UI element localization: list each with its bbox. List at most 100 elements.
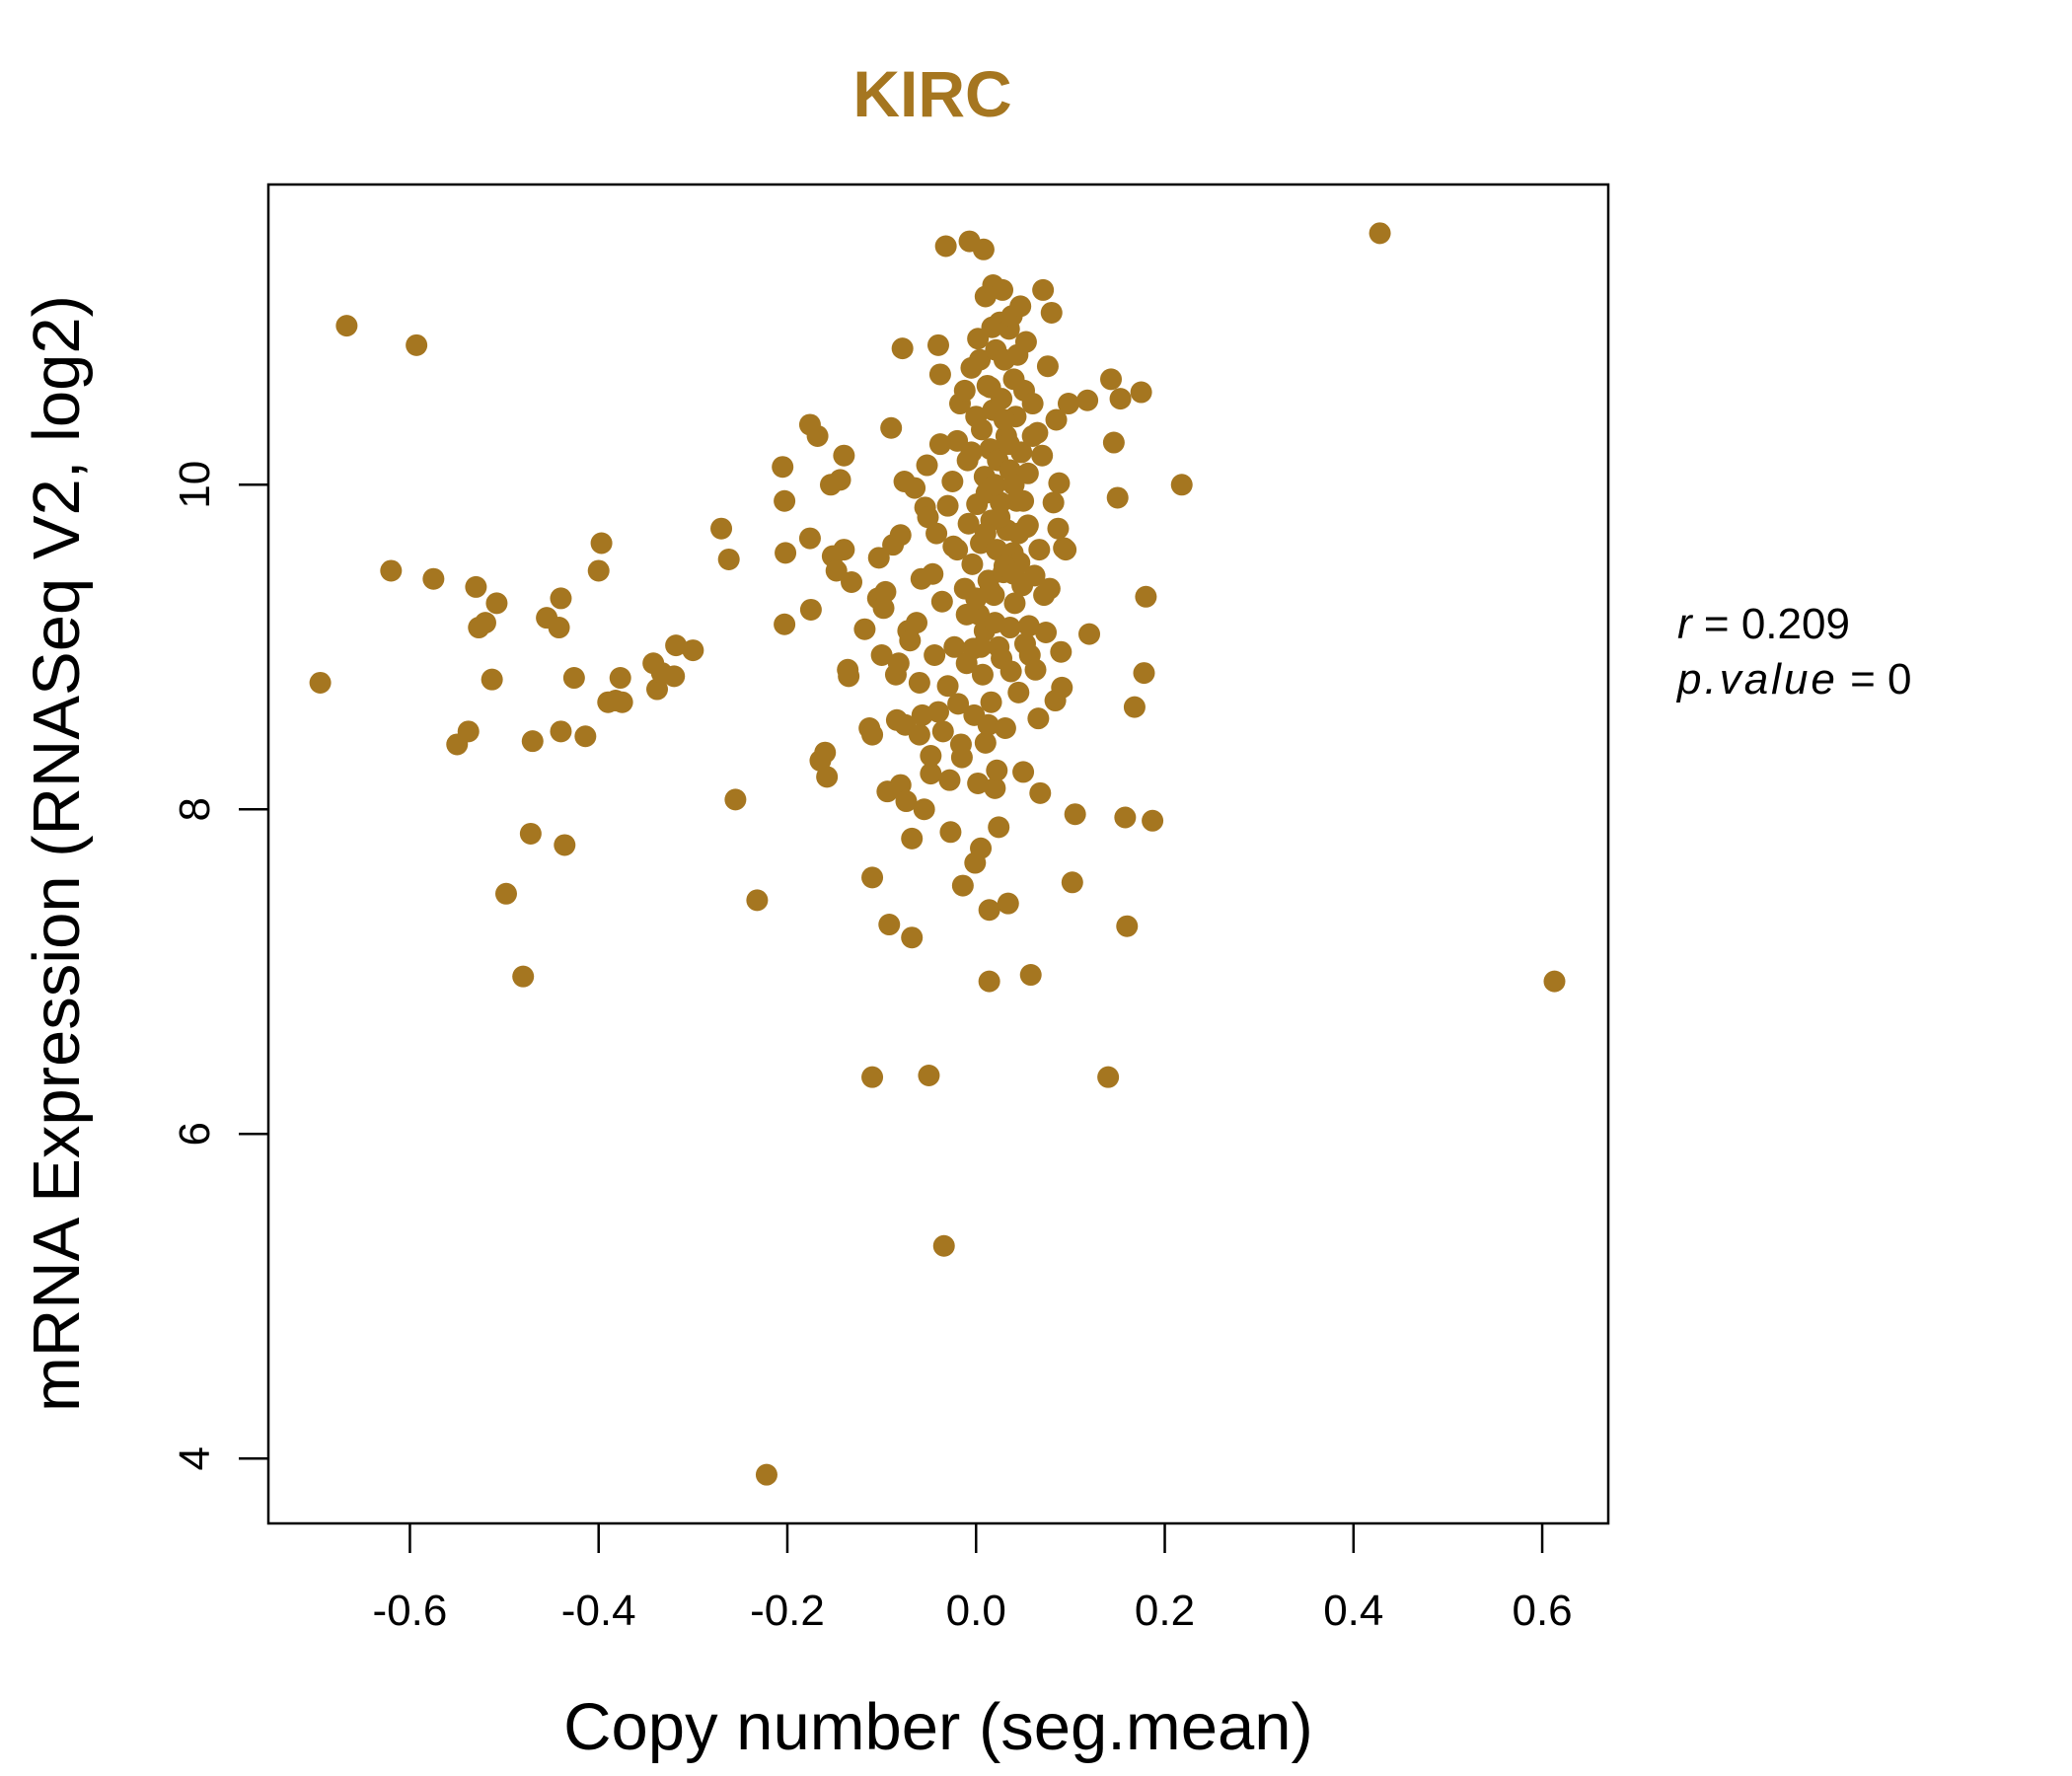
data-point [932,1234,955,1257]
data-point [406,333,428,356]
data-point [775,542,797,564]
r-value: 0.209 [1741,600,1850,648]
data-point [1061,871,1083,894]
data-point [1123,696,1146,718]
data-point [999,660,1022,683]
data-point [947,693,970,715]
data-point [587,559,610,582]
data-point [970,418,993,441]
data-point [904,477,926,499]
data-point [590,532,613,555]
data-point [1031,444,1054,467]
data-point [970,635,993,658]
data-point [1369,222,1391,245]
data-point [1102,431,1125,454]
data-point [1027,707,1050,730]
data-point [955,603,978,626]
data-point [950,746,973,769]
data-point [562,667,585,690]
data-point [1017,615,1040,637]
data-point [922,562,944,585]
data-point [799,598,822,621]
data-point [895,790,918,813]
data-point [465,575,487,598]
data-point [1133,662,1155,685]
data-point [1109,388,1132,410]
data-point [870,644,893,667]
data-point [1047,517,1070,540]
data-point [481,668,503,691]
p-symbol: p.value [1675,655,1838,703]
data-point [970,837,993,859]
data-point [939,821,962,844]
data-point [972,238,995,260]
data-point [1009,295,1032,318]
data-point [519,822,542,845]
data-point [1543,970,1566,993]
data-point [965,587,988,610]
data-point [380,559,403,582]
data-point [1170,474,1193,496]
data-point [755,1463,777,1486]
data-point [928,433,951,456]
p-equals: = [1838,655,1887,703]
x-axis-label: Copy number (seg.mean) [563,1690,1313,1764]
data-point [1116,915,1139,937]
data-point [977,713,999,736]
data-point [682,639,704,662]
data-point [878,914,901,936]
data-point [867,547,890,569]
data-point [574,725,597,748]
data-point [978,970,1000,993]
data-point [946,539,969,561]
data-point [1032,278,1055,301]
data-point [335,315,358,337]
data-point [967,772,990,794]
data-point [928,363,951,386]
data-point [889,524,912,547]
data-point [841,570,863,593]
correlation-annotation: r = 0.209 [1677,600,1850,648]
data-point [974,522,997,545]
data-point [1019,964,1042,987]
data-point [1055,539,1077,561]
data-point [474,612,496,634]
data-point [943,635,966,658]
data-point [974,731,997,754]
data-point [838,665,860,688]
r-symbol: r [1677,600,1694,648]
data-point [1023,564,1046,587]
data-point [920,744,942,767]
data-point [917,506,939,529]
data-point [550,587,572,610]
data-point [930,590,953,613]
data-point [1078,623,1101,645]
data-point [829,469,851,491]
data-point [1042,491,1065,514]
data-point [1114,806,1137,829]
data-point [710,517,733,540]
data-point [901,827,924,850]
data-point [309,671,332,694]
data-point [806,424,829,447]
data-point [774,489,796,512]
data-point [994,717,1016,740]
data-point [494,882,517,905]
data-point [927,333,949,356]
data-point [825,559,848,582]
y-tick-label: 8 [171,797,219,821]
data-point [1048,472,1071,494]
x-tick-label: 0.2 [1135,1587,1195,1635]
data-point [1045,408,1068,431]
data-point [548,617,570,639]
data-point [913,798,935,821]
data-point [1057,393,1079,415]
data-point [1021,424,1044,447]
data-point [1064,803,1086,826]
data-point [938,769,961,791]
data-point [993,408,1015,431]
data-point [554,834,576,856]
data-point [611,691,633,713]
x-tick-label: 0.4 [1323,1587,1383,1635]
